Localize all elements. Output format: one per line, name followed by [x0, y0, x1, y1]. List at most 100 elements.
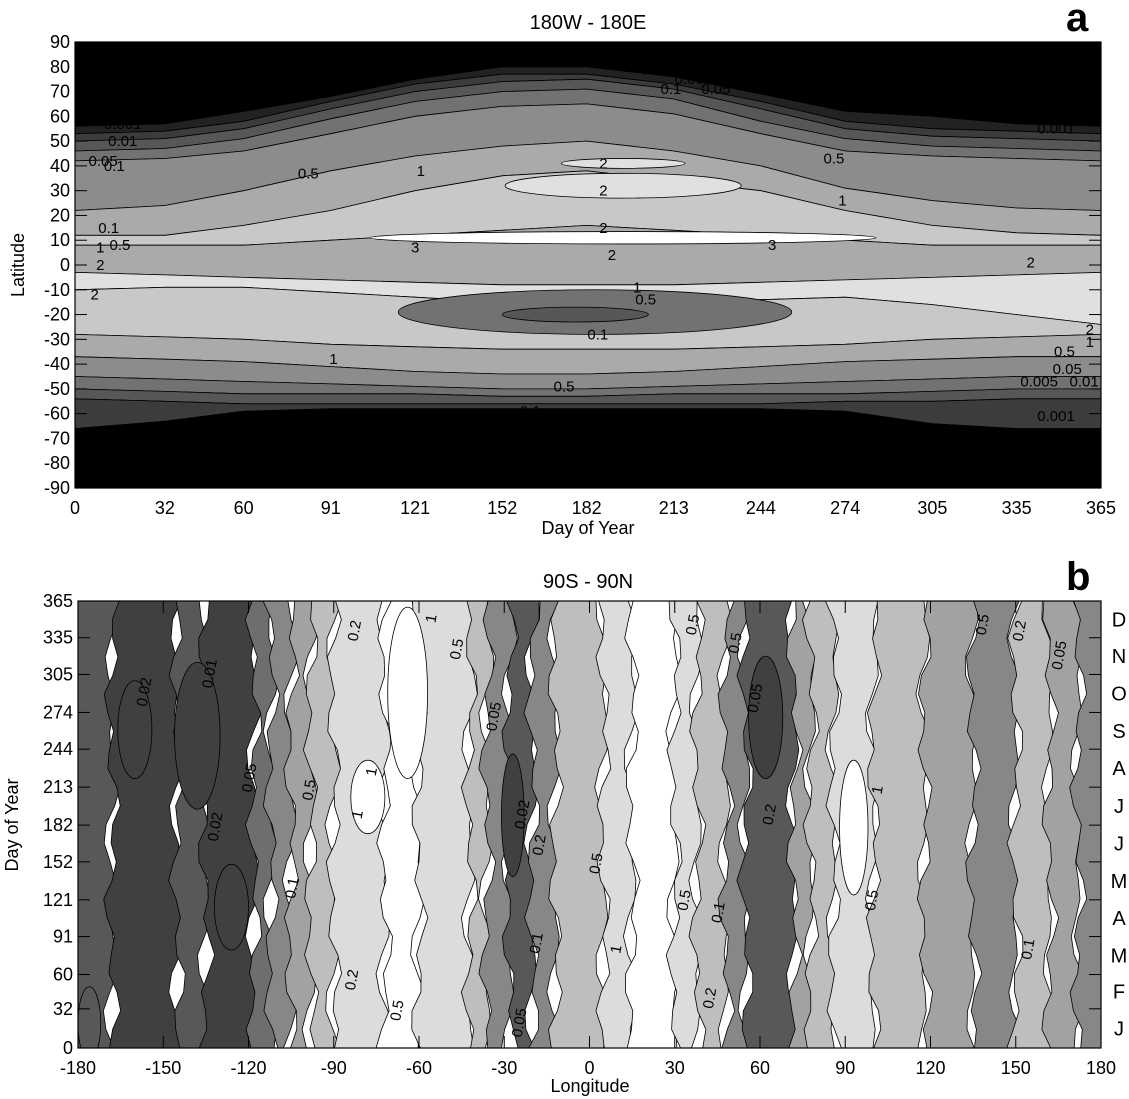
- x-tick-label: 0: [584, 1058, 594, 1078]
- month-label: S: [1112, 721, 1125, 743]
- contour-label: 0.05: [239, 762, 261, 794]
- x-tick-label: 150: [1001, 1058, 1031, 1078]
- month-label: S: [796, 461, 809, 483]
- contour-label: 0.5: [973, 613, 993, 636]
- contour-region: [350, 759, 386, 835]
- y-tick-label: 60: [53, 965, 73, 985]
- contour-region: [560, 158, 686, 169]
- contour-region: [75, 398, 1101, 429]
- contour-label: 0.005: [1020, 373, 1058, 390]
- month-label: A: [711, 461, 725, 483]
- contour-label: 0.5: [447, 637, 467, 660]
- contour-region: [501, 306, 649, 323]
- month-label: A: [1112, 908, 1126, 930]
- contour-label: 1: [607, 944, 625, 955]
- contour-label: 0.001: [104, 116, 142, 133]
- month-label: O: [1111, 683, 1127, 705]
- contour-region: [117, 680, 153, 779]
- contour-label: 2: [599, 155, 607, 172]
- x-tick-label: 213: [659, 498, 689, 518]
- contour-label: 0.2: [700, 986, 720, 1009]
- x-ticks-a: 0 32 60 91 121 152 182 213 244 274 305 335 365: [70, 42, 1116, 518]
- y-tick-label: 152: [43, 852, 73, 872]
- x-tick-label: 335: [1002, 498, 1032, 518]
- contour-label: 0.001: [1037, 408, 1075, 425]
- contour-label: 0.5: [674, 889, 694, 912]
- contour-label: 0.1: [520, 403, 541, 420]
- x-tick-label: 121: [400, 498, 430, 518]
- contour-label: 1: [838, 193, 846, 210]
- panel-letter-b: b: [1066, 555, 1090, 599]
- contour-label: 0.05: [1053, 361, 1082, 378]
- y-tick-label: 50: [50, 131, 70, 151]
- y-tick-label: -90: [44, 478, 70, 498]
- x-tick-label: -90: [321, 1058, 347, 1078]
- contour-label: 0.5: [635, 292, 656, 309]
- x-tick-label: -60: [406, 1058, 432, 1078]
- contour-label: 0.1: [98, 220, 119, 237]
- y-tick-label: -60: [44, 404, 70, 424]
- contour-region: [369, 231, 877, 245]
- month-label: N: [967, 461, 981, 483]
- month-label: M: [1111, 871, 1128, 893]
- chart-title-a: 180W - 180E: [530, 12, 647, 34]
- y-tick-label: 32: [53, 999, 73, 1019]
- x-tick-label: -180: [60, 1058, 96, 1078]
- contour-label: 0.01: [1070, 373, 1099, 390]
- x-tick-label: 365: [1086, 498, 1116, 518]
- contour-label: 0.1: [1018, 937, 1038, 960]
- contour-region: [78, 986, 102, 1048]
- contour-label: 0.05: [509, 1007, 531, 1039]
- month-label: J: [539, 461, 549, 483]
- contour-label: 0.1: [527, 931, 547, 954]
- y-tick-label: 335: [43, 628, 73, 648]
- y-tick-label: 0: [63, 1038, 73, 1058]
- contour-region: [460, 601, 495, 1048]
- x-tick-label: 32: [155, 498, 175, 518]
- x-ticks-b: -180 -150 -120 -90 -60 -30 0 30 60 90 120 150 180: [60, 601, 1116, 1078]
- month-label: J: [1114, 833, 1124, 855]
- contour-label: 0.5: [683, 613, 703, 636]
- x-tick-label: 274: [830, 498, 860, 518]
- contour-label: 0.05: [483, 701, 505, 733]
- y-tick-label: 20: [50, 205, 70, 225]
- month-label: J: [1114, 1018, 1124, 1040]
- contour-label: 0.5: [299, 778, 319, 801]
- month-label: A: [366, 461, 380, 483]
- contour-label: 0.2: [342, 968, 362, 991]
- contour-label: 0.01: [199, 658, 221, 690]
- contour-region: [387, 606, 428, 779]
- month-label: M: [1111, 946, 1128, 968]
- contour-label: 0.1: [587, 326, 608, 343]
- y-tick-label: 80: [50, 57, 70, 77]
- month-label: F: [198, 461, 210, 483]
- contour-label: 2: [1027, 255, 1035, 272]
- contour-region: [174, 661, 221, 810]
- contour-label: 2: [1086, 321, 1094, 338]
- y-tick-label: -70: [44, 428, 70, 448]
- x-tick-label: 244: [746, 498, 776, 518]
- contour-label: 0.1: [282, 876, 302, 899]
- contour-label: 0.01: [108, 133, 137, 150]
- y-tick-label: -10: [44, 280, 70, 300]
- x-tick-label: 180: [1086, 1058, 1116, 1078]
- contour-label: 0.2: [345, 619, 365, 642]
- x-tick-label: -120: [230, 1058, 266, 1078]
- contour-label: 1: [422, 613, 440, 624]
- contour-label: 0.005: [475, 438, 513, 455]
- y-tick-label: 274: [43, 702, 73, 722]
- month-label: M: [450, 461, 467, 483]
- contour-label: 2: [91, 287, 99, 304]
- month-label: J: [115, 461, 125, 483]
- month-label: A: [1112, 758, 1126, 780]
- chart-title-b: 90S - 90N: [543, 571, 633, 593]
- x-tick-label: 90: [835, 1058, 855, 1078]
- y-tick-label: 121: [43, 890, 73, 910]
- contour-label: 0.1: [708, 901, 728, 924]
- y-tick-label: -20: [44, 305, 70, 325]
- x-tick-label: 120: [915, 1058, 945, 1078]
